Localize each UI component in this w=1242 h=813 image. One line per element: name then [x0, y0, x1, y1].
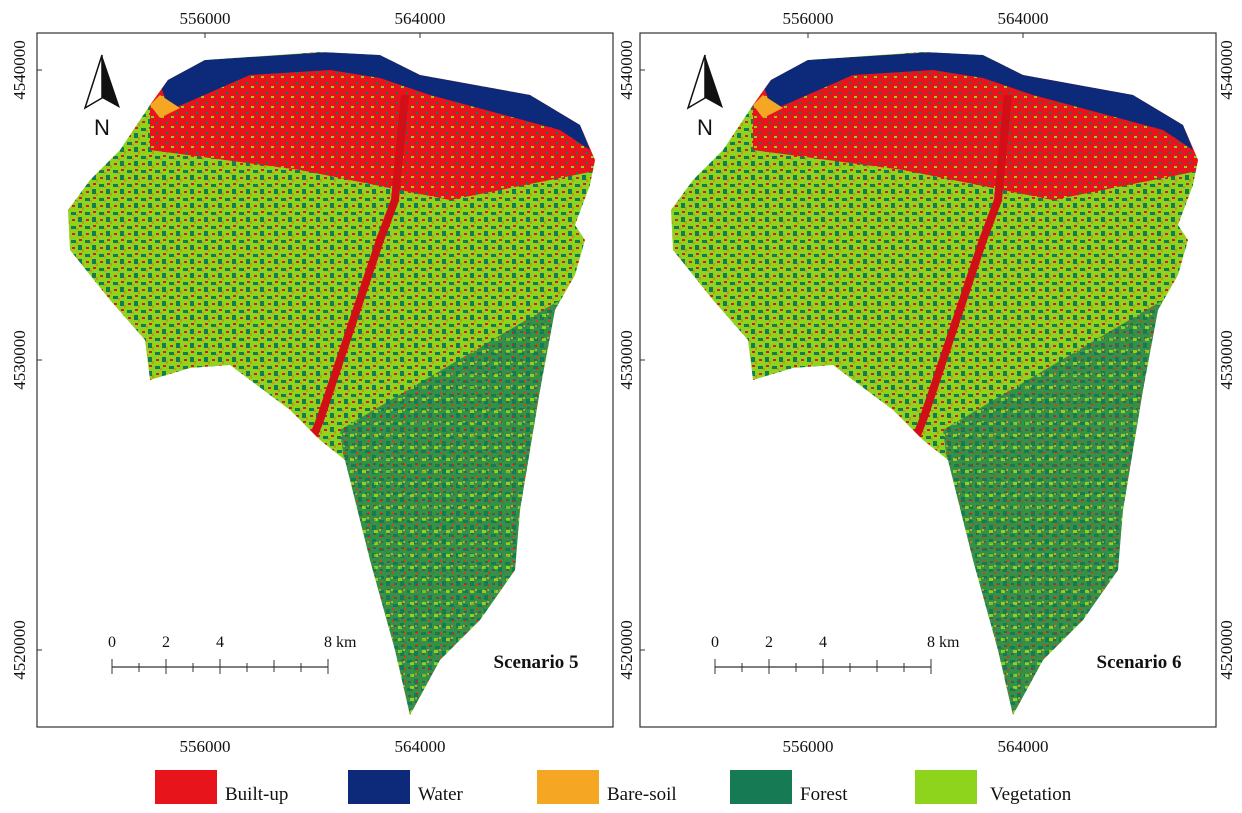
scale-label: 4 — [216, 634, 224, 651]
map-panel: 556000 556000 564000 564000 4540000 4540000 45… — [10, 9, 636, 756]
scale-label: 2 — [162, 634, 170, 651]
north-arrow — [102, 55, 120, 108]
y-tick-label: 4540000 — [10, 40, 29, 100]
legend-label: Bare-soil — [607, 784, 677, 805]
figure: 5560005560005640005640004540000454000045… — [0, 0, 1242, 808]
legend-swatch — [537, 770, 599, 804]
y-tick-label: 4520000 — [1217, 620, 1236, 680]
map-panel: 556000 556000 564000 564000 4540000 4530000 45… — [640, 9, 1236, 756]
scale-label: 8 — [927, 634, 935, 651]
y-tick-label: 4540000 — [617, 40, 636, 100]
legend-swatch — [915, 770, 977, 804]
y-tick-label: 4520000 — [617, 620, 636, 680]
y-tick-label: 4540000 — [1217, 40, 1236, 100]
x-tick-label: 564000 — [998, 9, 1049, 28]
north-arrow — [705, 55, 723, 108]
scale-label: 0 — [711, 634, 719, 651]
scenario-label: Scenario 6 — [1097, 652, 1182, 673]
x-tick-label: 564000 — [395, 737, 446, 756]
x-tick-label: 556000 — [180, 737, 231, 756]
y-tick-label: 4520000 — [10, 620, 29, 680]
legend-label: Forest — [800, 784, 848, 805]
legend-swatch — [348, 770, 410, 804]
scale-label: 8 — [324, 634, 332, 651]
y-tick-label: 4530000 — [10, 330, 29, 390]
legend-swatch — [730, 770, 792, 804]
x-tick-label: 564000 — [395, 9, 446, 28]
land-cover-map — [663, 40, 1223, 730]
scale-unit: km — [939, 634, 960, 651]
scenario-label: Scenario 5 — [494, 652, 579, 673]
north-arrow — [85, 55, 102, 108]
legend-label: Built-up — [225, 784, 288, 805]
north-label: N — [94, 115, 110, 140]
x-tick-label: 556000 — [783, 737, 834, 756]
x-tick-label: 556000 — [783, 9, 834, 28]
legend-label: Water — [418, 784, 464, 805]
y-tick-label: 4530000 — [617, 330, 636, 390]
land-cover-map — [60, 40, 620, 730]
x-tick-label: 556000 — [180, 9, 231, 28]
scale-label: 0 — [108, 634, 116, 651]
scale-label: 4 — [819, 634, 827, 651]
north-arrow — [688, 55, 705, 108]
scale-label: 2 — [765, 634, 773, 651]
legend: Built-up Water Bare-soil Forest Vegetation — [155, 770, 1072, 805]
scale-unit: km — [336, 634, 357, 651]
y-tick-label: 4530000 — [1217, 330, 1236, 390]
north-label: N — [697, 115, 713, 140]
legend-swatch — [155, 770, 217, 804]
legend-label: Vegetation — [990, 784, 1072, 805]
x-tick-label: 564000 — [998, 737, 1049, 756]
